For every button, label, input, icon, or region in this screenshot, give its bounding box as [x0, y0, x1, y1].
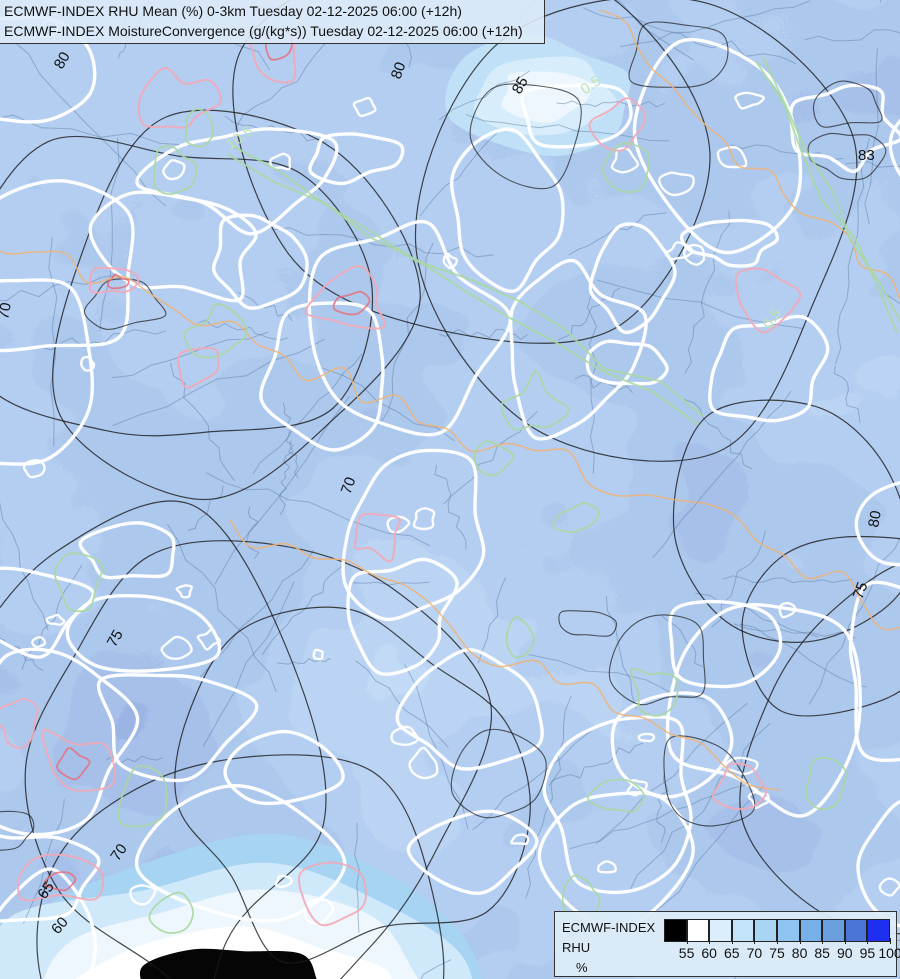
svg-text:83: 83	[858, 147, 875, 164]
svg-text:80: 80	[865, 509, 885, 528]
